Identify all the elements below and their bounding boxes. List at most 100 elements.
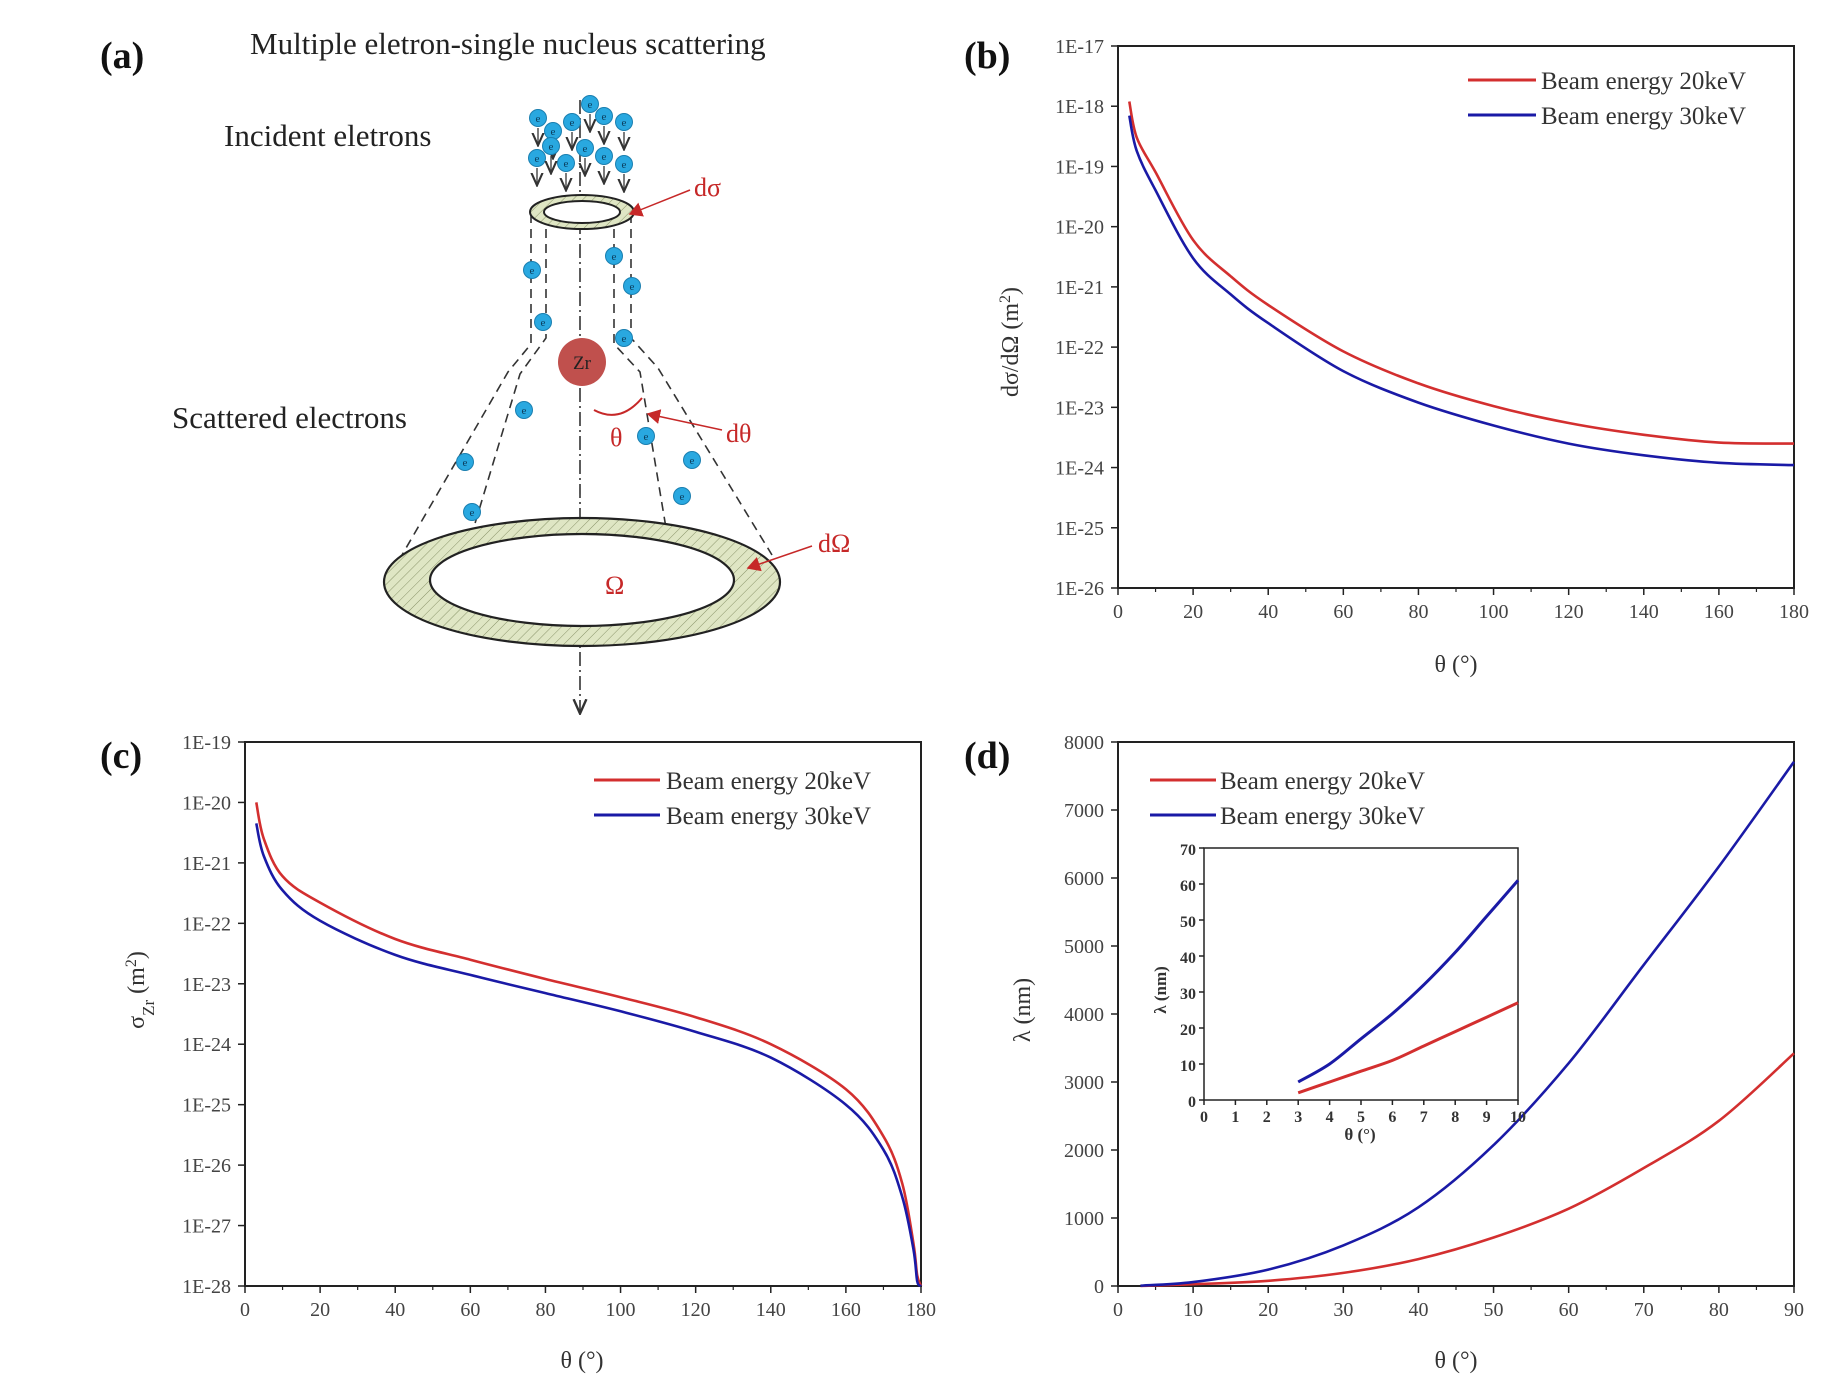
chart-d-inset-xtick-label: 7 bbox=[1420, 1109, 1428, 1126]
d-sigma-pointer bbox=[628, 189, 691, 217]
chart-c-ytick-label: 1E-22 bbox=[182, 913, 231, 935]
chart-d-inset-ytick-label: 30 bbox=[1180, 986, 1196, 1003]
chart-c-ytick-label: 1E-27 bbox=[182, 1216, 231, 1238]
electron-symbol: e bbox=[602, 111, 607, 123]
chart-c-ytick-label: 1E-20 bbox=[182, 792, 231, 814]
chart-b-plot: 0 20 40 60 80 100 120 140 160 180 1E-26 1E-25 1E-24 1… bbox=[1055, 36, 1809, 623]
chart-c-series-20kev bbox=[255, 802, 923, 1287]
chart-c-ytick-label: 1E-25 bbox=[182, 1095, 231, 1117]
chart-c-xtick-label: 20 bbox=[310, 1299, 330, 1321]
chart-c-plot: 0 20 40 60 80 100 120 140 160 180 1E-28 1E-27 1E-26 1… bbox=[182, 732, 936, 1321]
chart-d-ytick-label: 4000 bbox=[1064, 1004, 1104, 1026]
chart-b-legend-30kev: Beam energy 30keV bbox=[1541, 103, 1746, 130]
electron bbox=[576, 139, 594, 157]
electron bbox=[605, 247, 623, 265]
chart-d-inset-plot: 0 1 2 3 4 5 6 7 8 9 10 0 10 20 30 40 50 60 70 bbox=[1180, 842, 1526, 1126]
electron-symbol: e bbox=[622, 333, 627, 345]
electron-symbol: e bbox=[535, 153, 540, 165]
d-omega-label: dΩ bbox=[818, 529, 850, 558]
chart-b-ytick-label: 1E-26 bbox=[1055, 578, 1104, 600]
electron bbox=[615, 155, 633, 173]
chart-d-inset-background bbox=[1202, 846, 1520, 1100]
chart-b-ytick-label: 1E-17 bbox=[1055, 36, 1104, 58]
chart-d-ytick-label: 1000 bbox=[1064, 1208, 1104, 1230]
chart-d-inset-xtick-label: 5 bbox=[1357, 1109, 1365, 1126]
chart-d-inset-xtick-label: 6 bbox=[1388, 1109, 1396, 1126]
theta-label: θ bbox=[610, 423, 622, 452]
chart-d-xtick-label: 70 bbox=[1634, 1299, 1654, 1321]
chart-d-inset-ytick-label: 20 bbox=[1180, 1022, 1196, 1039]
chart-d-inset-xtick-label: 8 bbox=[1451, 1109, 1459, 1126]
chart-d-xtick-label: 10 bbox=[1183, 1299, 1203, 1321]
chart-c-ytick-label: 1E-28 bbox=[182, 1276, 231, 1298]
electron-symbol: e bbox=[680, 491, 685, 503]
chart-b-ytick-label: 1E-19 bbox=[1055, 156, 1104, 178]
omega-label: Ω bbox=[605, 571, 624, 600]
chart-c-xtick-label: 40 bbox=[385, 1299, 405, 1321]
chart-d-inset-series-20kev bbox=[1297, 1001, 1519, 1095]
chart-b-xtick-label: 60 bbox=[1333, 601, 1353, 623]
chart-d-inset-ytick-label: 50 bbox=[1180, 914, 1196, 931]
chart-c-xtick-label: 0 bbox=[240, 1299, 250, 1321]
chart-c-ytick-label: 1E-19 bbox=[182, 732, 231, 754]
chart-b-legend: Beam energy 20keV Beam energy 30keV bbox=[1468, 68, 1746, 130]
chart-d-inset-xtick-label: 9 bbox=[1483, 1109, 1491, 1126]
electron bbox=[683, 451, 701, 469]
chart-d-inset-ylabel: λ (nm) bbox=[1151, 966, 1170, 1014]
electron-symbol: e bbox=[530, 265, 535, 277]
electron bbox=[581, 95, 599, 113]
chart-b-xtick-label: 40 bbox=[1258, 601, 1278, 623]
chart-d-xlabel: θ (°) bbox=[1434, 1348, 1477, 1374]
chart-d-inset-ytick-label: 10 bbox=[1180, 1058, 1196, 1075]
electron bbox=[528, 149, 546, 167]
panel-d-chart: (d) 0 10 20 30 40 50 60 70 80 9001000200030004000… bbox=[964, 732, 1804, 1374]
chart-d-xtick-label: 60 bbox=[1559, 1299, 1579, 1321]
chart-d-xtick-label: 80 bbox=[1709, 1299, 1729, 1321]
electron-symbol: e bbox=[612, 251, 617, 263]
chart-b-ytick-label: 1E-18 bbox=[1055, 96, 1104, 118]
chart-d-ytick-label: 6000 bbox=[1064, 868, 1104, 890]
electron bbox=[595, 107, 613, 125]
panel-label-c: (c) bbox=[100, 735, 142, 777]
chart-d-inset-ytick-label: 70 bbox=[1180, 842, 1196, 859]
electron bbox=[673, 487, 691, 505]
chart-d-xtick-label: 30 bbox=[1333, 1299, 1353, 1321]
electron bbox=[563, 113, 581, 131]
electron-symbol: e bbox=[522, 405, 527, 417]
chart-c-series-30kev bbox=[255, 823, 923, 1288]
electron-symbol: e bbox=[541, 317, 546, 329]
chart-d-ylabel: λ (nm) bbox=[1010, 978, 1036, 1042]
chart-b-xtick-label: 80 bbox=[1408, 601, 1428, 623]
chart-d-ytick-label: 5000 bbox=[1064, 936, 1104, 958]
chart-c-ytick-label: 1E-24 bbox=[182, 1034, 231, 1056]
electron-symbol: e bbox=[602, 151, 607, 163]
d-theta-pointer bbox=[646, 409, 723, 431]
chart-c-xtick-label: 60 bbox=[460, 1299, 480, 1321]
chart-c-xtick-label: 120 bbox=[681, 1299, 711, 1321]
electron-symbol: e bbox=[551, 126, 556, 138]
chart-d-xtick-label: 40 bbox=[1408, 1299, 1428, 1321]
d-omega-pointer bbox=[746, 545, 813, 572]
electron bbox=[623, 277, 641, 295]
chart-d-inset-ytick-label: 0 bbox=[1188, 1094, 1196, 1111]
chart-c-ytick-label: 1E-21 bbox=[182, 853, 231, 875]
chart-d-inset-series-30kev bbox=[1297, 879, 1520, 1084]
electron-symbol: e bbox=[536, 113, 541, 125]
electron-symbol: e bbox=[564, 158, 569, 170]
chart-b-xtick-label: 120 bbox=[1554, 601, 1584, 623]
chart-c-ytick-label: 1E-23 bbox=[182, 974, 231, 996]
panel-label-b: (b) bbox=[964, 35, 1010, 77]
chart-d-ytick-label: 8000 bbox=[1064, 732, 1104, 754]
chart-b-ytick-label: 1E-24 bbox=[1055, 458, 1104, 480]
panel-c-chart: (c) 0 20 40 60 80 100 120 140 160 180 1E-28 1E-27 1E… bbox=[100, 732, 936, 1374]
chart-d-series-20kev bbox=[1140, 1052, 1795, 1288]
chart-b-series-20kev bbox=[1128, 101, 1795, 445]
theta-arc bbox=[593, 397, 643, 416]
chart-d-legend: Beam energy 20keV Beam energy 30keV bbox=[1150, 768, 1425, 830]
chart-d-inset-xtick-label: 0 bbox=[1200, 1109, 1208, 1126]
electron-symbol: e bbox=[463, 457, 468, 469]
chart-c-xtick-label: 80 bbox=[535, 1299, 555, 1321]
chart-d-legend-20kev: Beam energy 20keV bbox=[1220, 768, 1425, 795]
chart-d-ytick-label: 0 bbox=[1094, 1276, 1104, 1298]
